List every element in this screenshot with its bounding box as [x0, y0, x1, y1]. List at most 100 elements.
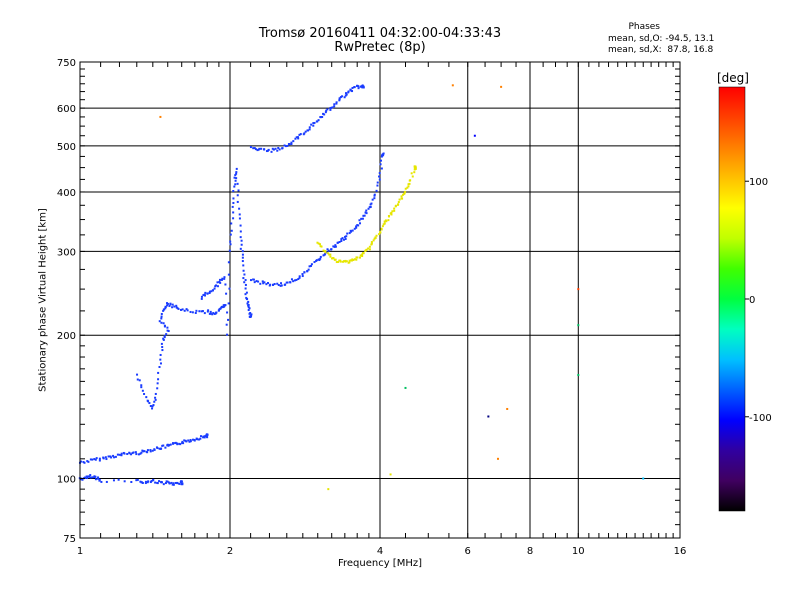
data-point: [195, 309, 198, 312]
data-point: [385, 220, 388, 223]
data-point: [279, 284, 282, 287]
data-point: [230, 229, 233, 232]
data-point: [199, 435, 202, 438]
chart-subtitle: RwPretec (8p): [334, 40, 426, 55]
data-point: [98, 479, 101, 482]
data-point: [234, 183, 237, 186]
data-point: [203, 312, 206, 315]
data-point: [388, 215, 391, 218]
data-point: [171, 483, 174, 486]
data-point: [135, 479, 138, 482]
data-point: [163, 336, 166, 339]
stray-point: [159, 115, 162, 118]
y-tick-label: 600: [57, 104, 76, 115]
y-tick-label: 75: [63, 534, 76, 545]
data-point: [345, 93, 348, 96]
data-point: [105, 480, 108, 483]
data-point: [152, 404, 155, 407]
data-point: [140, 451, 143, 454]
data-point: [243, 281, 246, 284]
data-point: [272, 148, 275, 151]
data-point: [162, 308, 165, 311]
colorbar-tick-label: -100: [749, 413, 772, 424]
data-point: [276, 282, 279, 285]
data-point: [334, 244, 337, 247]
data-point: [297, 137, 300, 140]
data-point: [309, 264, 312, 267]
data-point: [228, 249, 231, 252]
data-point: [84, 476, 87, 479]
data-point: [89, 474, 92, 477]
data-point: [244, 287, 247, 290]
data-point: [252, 147, 255, 150]
data-point: [319, 116, 322, 119]
data-point: [120, 452, 123, 455]
data-point: [234, 179, 237, 182]
data-point: [353, 258, 356, 261]
data-point: [306, 270, 309, 273]
data-point: [387, 219, 390, 222]
data-point: [169, 303, 172, 306]
data-point: [222, 305, 225, 308]
data-point: [185, 308, 188, 311]
data-point: [344, 237, 347, 240]
data-point: [236, 200, 239, 203]
data-point: [209, 310, 212, 313]
data-point: [239, 247, 242, 250]
data-point: [324, 250, 327, 253]
data-point: [189, 439, 192, 442]
data-point: [239, 230, 242, 233]
data-point: [378, 172, 381, 175]
data-point: [128, 452, 131, 455]
data-point: [397, 201, 400, 204]
data-point: [156, 387, 159, 390]
data-point: [338, 99, 341, 102]
data-point: [132, 451, 135, 454]
data-point: [117, 478, 120, 481]
data-point: [334, 245, 337, 248]
data-point: [255, 280, 258, 283]
data-point: [229, 240, 232, 243]
data-point: [116, 453, 119, 456]
data-point: [401, 197, 404, 200]
data-point: [253, 281, 256, 284]
data-point: [317, 119, 320, 122]
data-point: [154, 392, 157, 395]
data-point: [232, 197, 235, 200]
data-point: [166, 329, 169, 332]
data-point: [341, 237, 344, 240]
data-point: [353, 227, 356, 230]
data-point: [361, 255, 364, 258]
data-point: [94, 478, 97, 481]
data-point: [148, 402, 151, 405]
data-point: [362, 252, 365, 255]
data-point: [411, 175, 414, 178]
phase-stats-x: mean, sd,X: 87.8, 16.8: [608, 45, 714, 55]
data-point: [370, 242, 373, 245]
data-point: [141, 389, 144, 392]
data-point: [183, 309, 186, 312]
data-point: [244, 283, 247, 286]
data-point: [170, 481, 173, 484]
data-point: [187, 439, 190, 442]
data-point: [227, 318, 230, 321]
data-point: [260, 147, 263, 150]
data-point: [267, 148, 270, 151]
stray-point: [327, 488, 330, 491]
data-point: [112, 479, 115, 482]
data-point: [204, 435, 207, 438]
data-point: [368, 248, 371, 251]
data-point: [380, 159, 383, 162]
data-point: [280, 282, 283, 285]
data-point: [293, 279, 296, 282]
data-point: [376, 181, 379, 184]
data-point: [164, 482, 167, 485]
data-point: [346, 232, 349, 235]
data-point: [151, 407, 154, 410]
data-point: [153, 400, 156, 403]
data-point: [198, 310, 201, 313]
data-point: [134, 451, 137, 454]
data-point: [160, 312, 163, 315]
data-point: [376, 184, 379, 187]
data-point: [107, 455, 110, 458]
